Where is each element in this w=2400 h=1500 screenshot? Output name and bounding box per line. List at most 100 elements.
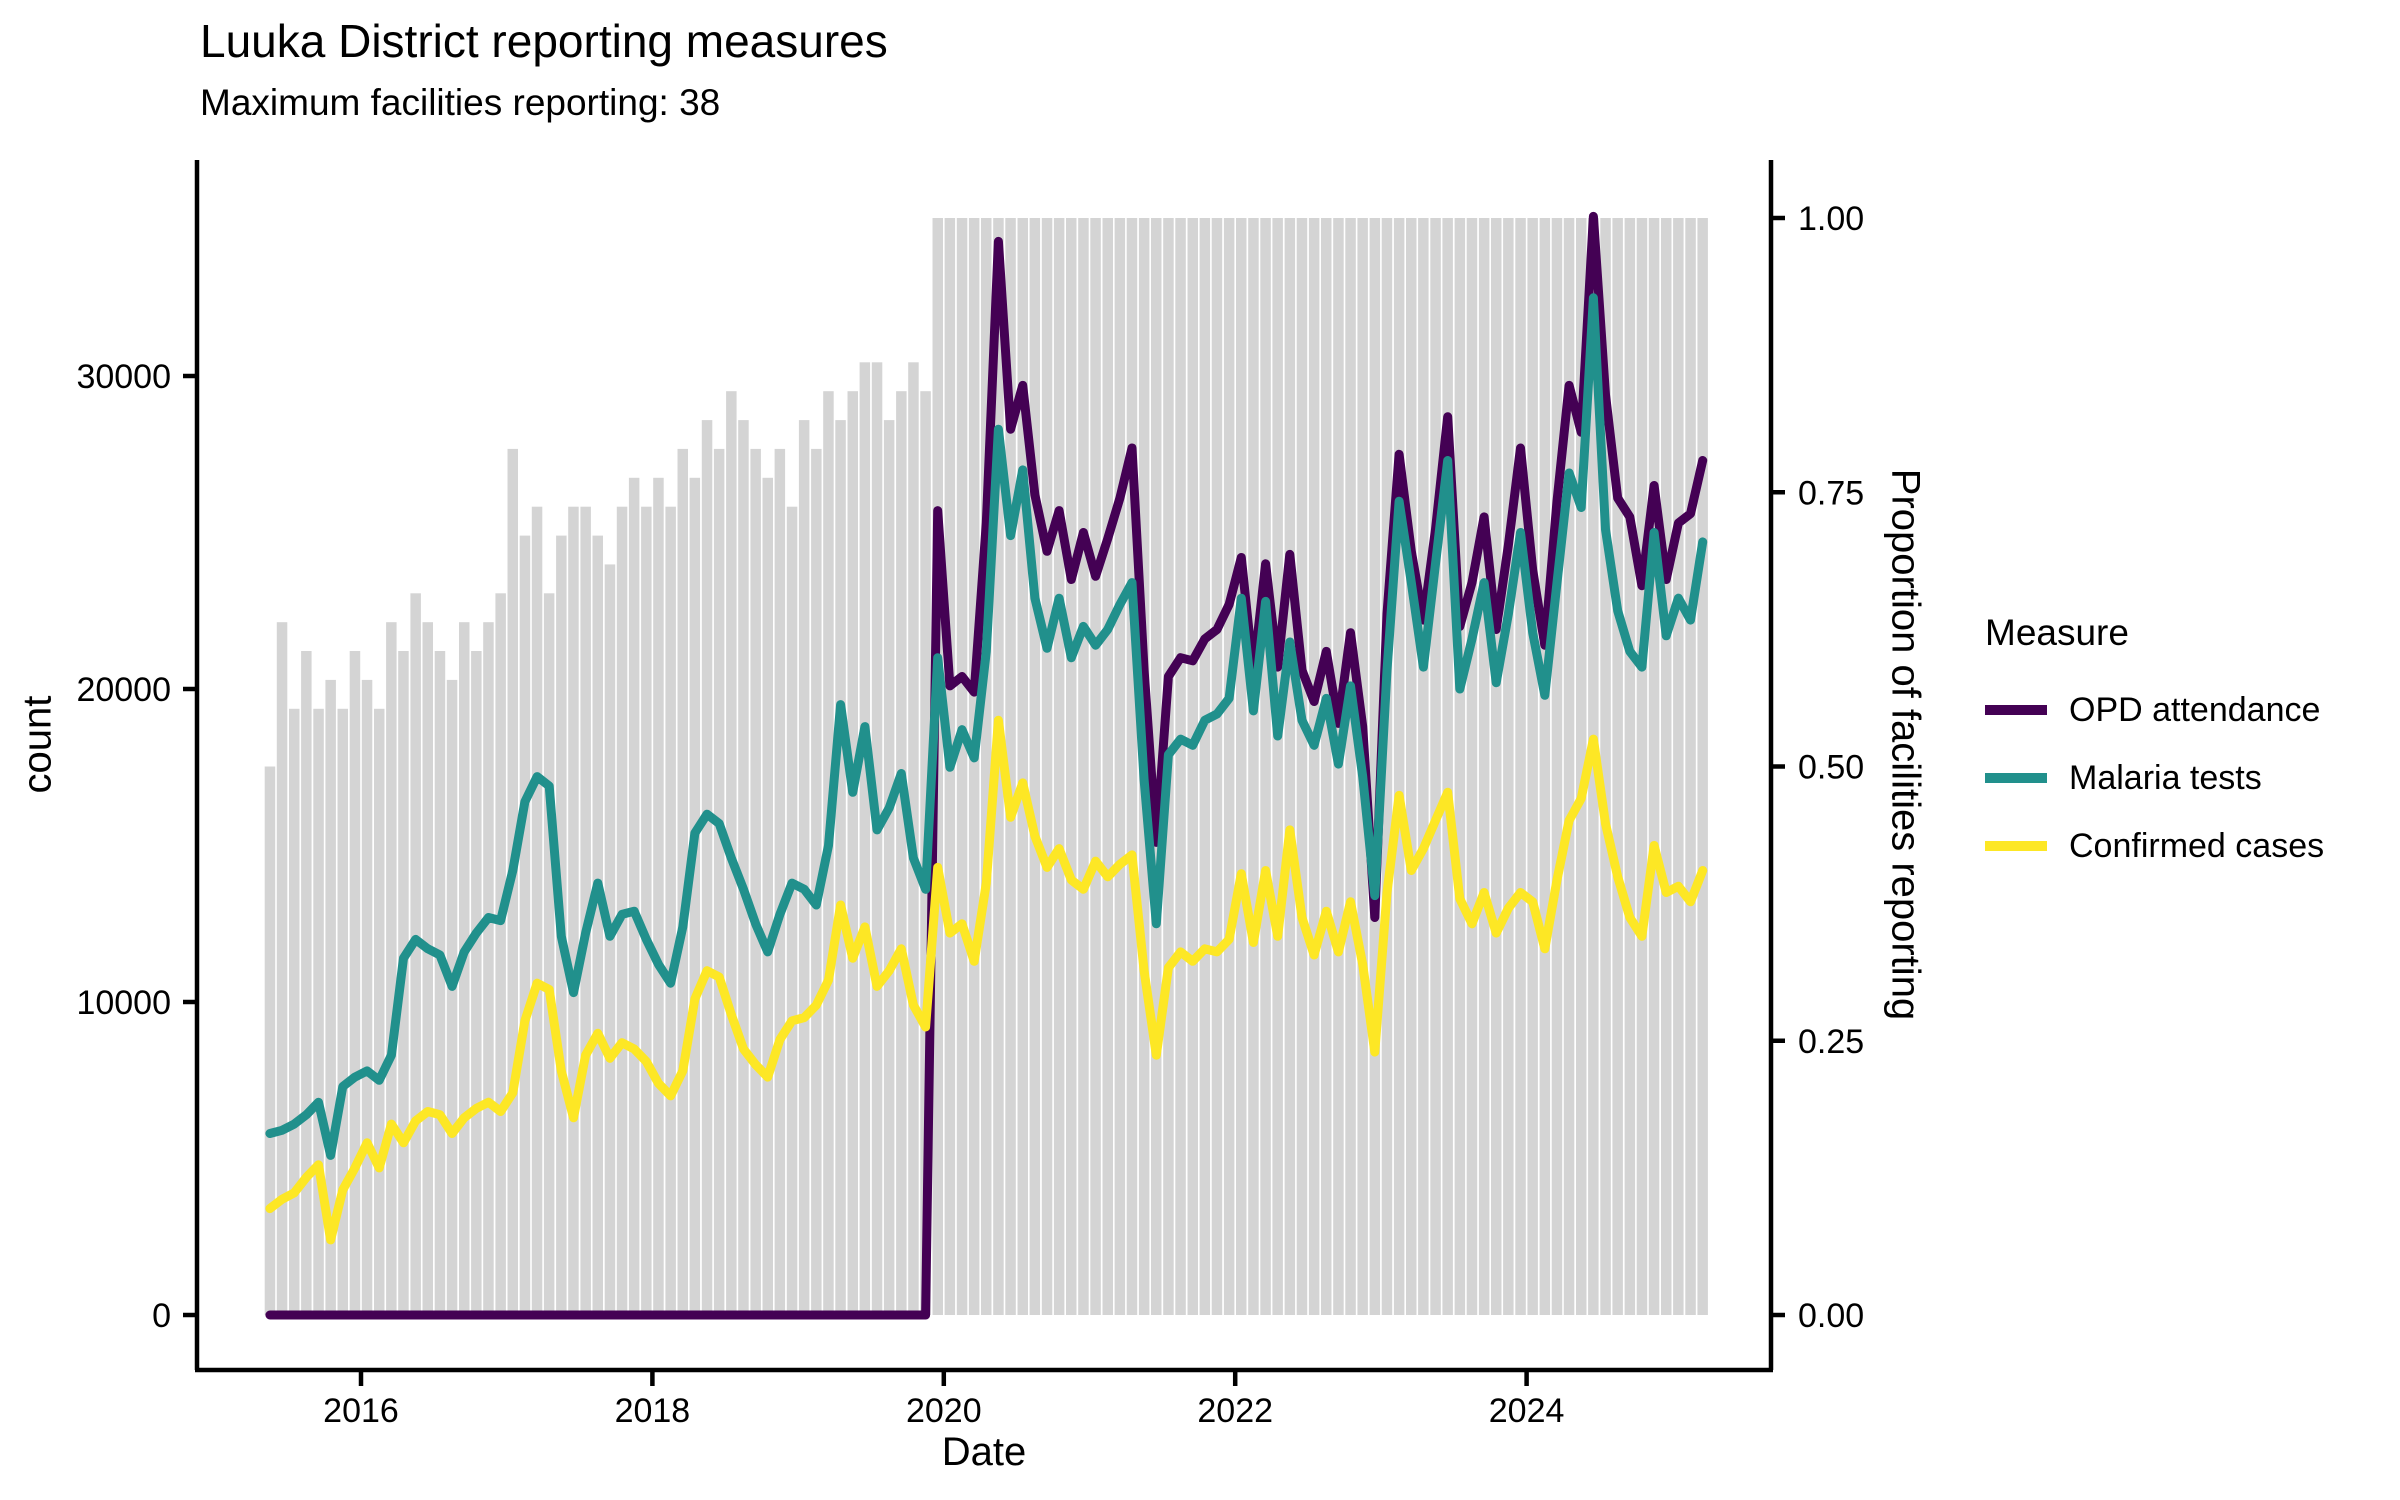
- facility-bar: [811, 448, 822, 1315]
- facility-bar: [1612, 218, 1623, 1315]
- malaria-line-swatch: [1985, 773, 2047, 783]
- facility-bar: [289, 708, 300, 1315]
- facility-bar: [798, 420, 810, 1316]
- legend-label-confirmed: Confirmed cases: [2069, 826, 2325, 865]
- facility-bar: [446, 679, 458, 1315]
- facility-bar: [1381, 218, 1393, 1315]
- facility-bar: [1624, 218, 1636, 1315]
- facility-bar: [264, 766, 276, 1315]
- facility-bar: [859, 362, 871, 1315]
- facility-bar: [543, 593, 555, 1315]
- facility-bar: [519, 535, 531, 1315]
- facility-bar: [981, 218, 992, 1315]
- facility-bars: [264, 218, 1708, 1316]
- x-tick-label: 2016: [323, 1392, 399, 1430]
- x-axis-title: Date: [941, 1430, 1027, 1474]
- facility-bar: [665, 506, 676, 1315]
- facility-bar: [1199, 218, 1211, 1315]
- y-right-tick-label: 0.00: [1798, 1297, 1864, 1335]
- confirmed-line-swatch: [1985, 841, 2047, 851]
- legend-item-confirmed: Confirmed cases: [1985, 826, 2324, 866]
- facility-bar: [1661, 218, 1672, 1315]
- facility-bar: [1369, 218, 1381, 1315]
- facility-bar: [1029, 218, 1041, 1315]
- facility-bar: [1563, 218, 1575, 1315]
- facility-bar: [531, 506, 543, 1315]
- facility-bar: [580, 506, 591, 1315]
- facility-bar: [1697, 218, 1708, 1315]
- facility-bar: [1005, 218, 1016, 1315]
- y-axis-title-left: count: [15, 695, 60, 794]
- legend-label-opd: OPD attendance: [2069, 690, 2321, 729]
- facility-bar: [386, 622, 397, 1315]
- facility-bar: [374, 708, 385, 1315]
- facility-bar: [641, 506, 652, 1315]
- series-line-malaria-tests: [265, 293, 1708, 1160]
- facility-bar: [410, 593, 421, 1315]
- facility-bar: [1151, 218, 1162, 1315]
- x-tick-label: 2022: [1197, 1392, 1273, 1430]
- x-tick-label: 2024: [1489, 1392, 1565, 1430]
- facility-bar: [1673, 218, 1684, 1315]
- facility-bar: [422, 622, 433, 1315]
- facility-bar: [1272, 218, 1283, 1315]
- y-right-tick-label: 1.00: [1798, 200, 1864, 238]
- facility-bar: [835, 420, 846, 1316]
- facility-bar: [1296, 218, 1308, 1315]
- facility-bar: [738, 420, 749, 1316]
- facility-bar: [689, 477, 701, 1315]
- facility-bar: [1211, 218, 1223, 1315]
- facility-bar: [1648, 218, 1660, 1315]
- facility-bar: [1090, 218, 1101, 1315]
- facility-bar: [1175, 218, 1186, 1315]
- facility-bar: [968, 218, 980, 1315]
- facility-bar: [1248, 218, 1259, 1315]
- facility-bar: [871, 362, 883, 1315]
- x-tick-label: 2018: [615, 1392, 691, 1430]
- facility-bar: [677, 448, 688, 1315]
- legend-item-malaria: Malaria tests: [1985, 758, 2324, 798]
- facility-bar: [786, 506, 798, 1315]
- facility-bar: [1491, 218, 1502, 1315]
- facility-bar: [883, 420, 895, 1316]
- facility-bar: [1527, 218, 1538, 1315]
- facility-bar: [276, 622, 288, 1315]
- facility-bar: [774, 448, 786, 1315]
- x-tick-label: 2020: [906, 1392, 982, 1430]
- opd-line-swatch: [1985, 705, 2047, 715]
- facility-bar: [1126, 218, 1138, 1315]
- facility-bar: [1284, 218, 1296, 1315]
- facility-bar: [1466, 218, 1478, 1315]
- y-right-tick-label: 0.25: [1798, 1023, 1864, 1061]
- facility-bar: [1430, 218, 1441, 1315]
- facility-bar: [628, 477, 640, 1315]
- facility-bar: [1236, 218, 1247, 1315]
- y-right-tick-label: 0.50: [1798, 749, 1864, 787]
- legend-item-opd: OPD attendance: [1985, 690, 2324, 730]
- facility-bar: [1114, 218, 1126, 1315]
- facility-bar: [847, 391, 858, 1315]
- facility-bar: [1345, 218, 1356, 1315]
- facility-bar: [1600, 218, 1611, 1315]
- chart-subtitle: Maximum facilities reporting: 38: [200, 82, 721, 123]
- facility-bar: [361, 679, 373, 1315]
- y-axis-title-right: Proportion of facilities reporting: [1883, 468, 1928, 1021]
- facility-bar: [1478, 218, 1490, 1315]
- facility-bar: [434, 651, 446, 1315]
- facility-bar: [325, 679, 336, 1315]
- facility-bar: [483, 622, 494, 1315]
- facility-bar: [1551, 218, 1563, 1315]
- facility-bar: [1223, 218, 1235, 1315]
- facility-bar: [592, 535, 603, 1315]
- series-line-confirmed-cases: [265, 715, 1708, 1245]
- facility-bar: [1187, 218, 1198, 1315]
- facility-bar: [459, 622, 470, 1315]
- facility-bar: [956, 218, 968, 1315]
- facility-bar: [568, 506, 579, 1315]
- facility-bar: [1260, 218, 1271, 1315]
- facility-bar: [1685, 218, 1696, 1315]
- chart-title: Luuka District reporting measures: [200, 15, 888, 67]
- facility-bar: [1442, 218, 1453, 1315]
- facility-bar: [1321, 218, 1332, 1315]
